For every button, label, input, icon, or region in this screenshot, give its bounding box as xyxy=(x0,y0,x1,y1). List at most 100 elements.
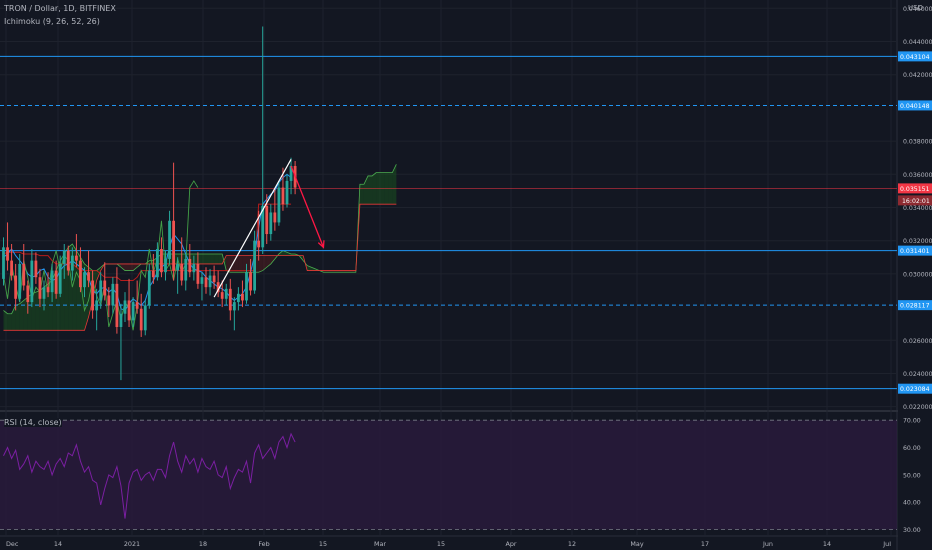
cloud-segment xyxy=(246,255,251,273)
time-tick-label: Feb xyxy=(258,540,269,548)
candle-body xyxy=(289,165,293,181)
level-price-tag: 0.031401 xyxy=(900,248,930,255)
cloud-segment xyxy=(7,313,12,331)
candle-body xyxy=(22,263,26,286)
price-tick-label: 0.046000 xyxy=(903,6,932,13)
candle-body xyxy=(79,260,82,288)
rsi-legend[interactable]: RSI (14, close) xyxy=(4,418,62,427)
candle-body xyxy=(220,292,224,299)
cloud-segment xyxy=(347,270,352,273)
drawings xyxy=(213,159,325,298)
candle-body xyxy=(18,263,22,299)
cloud-segment xyxy=(323,270,328,273)
candle-body xyxy=(131,302,135,321)
level-price-tag: 0.028117 xyxy=(900,303,930,310)
cloud-segment xyxy=(307,265,312,271)
level-price-tag: 0.040148 xyxy=(900,103,930,110)
cloud-segment xyxy=(331,270,336,273)
candle-body xyxy=(6,247,9,261)
cloud-segment xyxy=(368,175,373,205)
last-price-tag: 0.035151 xyxy=(900,186,930,193)
time-tick-label: May xyxy=(630,540,643,548)
candle-body xyxy=(237,293,240,303)
candle-body xyxy=(232,302,236,311)
candle-body xyxy=(241,293,244,301)
candle-body xyxy=(168,220,171,259)
price-tick-label: 0.030000 xyxy=(903,271,932,278)
rsi-tick-label: 40.00 xyxy=(903,500,921,507)
candle-body xyxy=(99,280,103,301)
candle-body xyxy=(38,277,42,299)
senkou-span-a xyxy=(3,164,397,315)
cloud-segment xyxy=(35,290,40,331)
cloud-segment xyxy=(359,184,364,205)
candle-body xyxy=(249,272,252,291)
candle-body xyxy=(245,272,248,301)
price-tick-label: 0.044000 xyxy=(903,39,932,46)
time-tick-label: Jul xyxy=(882,540,891,548)
cloud-segment xyxy=(262,255,267,271)
level-price-tag-bg xyxy=(898,51,932,62)
level-price-tag-bg xyxy=(898,245,932,256)
ichimoku-cloud xyxy=(3,164,397,331)
candle-body xyxy=(66,250,70,271)
kijun-sen xyxy=(3,203,292,282)
candle-body xyxy=(204,277,208,288)
price-axis[interactable]: 0.046000 0.044000 0.042000 0.038000 0.036000… xyxy=(898,0,932,550)
cloud-segment xyxy=(3,310,8,331)
candle-body xyxy=(135,302,139,309)
candle-body xyxy=(111,283,115,306)
price-tick-label: 0.022000 xyxy=(903,404,932,411)
level-price-tag: 0.023084 xyxy=(900,386,930,393)
candle-body xyxy=(261,205,265,248)
rsi-pane xyxy=(0,419,897,530)
candle-body xyxy=(115,283,119,328)
candle-body xyxy=(62,250,66,264)
candle-body xyxy=(216,282,220,293)
candle-body xyxy=(257,240,261,248)
candle-body xyxy=(70,255,74,271)
price-tick-label: 0.032000 xyxy=(903,238,932,245)
candle-body xyxy=(75,255,78,261)
candle-body xyxy=(184,258,188,281)
time-tick-label: 14 xyxy=(823,540,831,548)
candle-body xyxy=(123,300,127,314)
candle-body xyxy=(14,275,18,299)
time-tick-label: 15 xyxy=(437,540,445,548)
cloud-segment xyxy=(258,255,263,273)
price-tick-label: 0.024000 xyxy=(903,371,932,378)
cloud-segment xyxy=(327,270,332,273)
candle-body xyxy=(285,180,289,205)
cloud-segment xyxy=(282,250,287,256)
cloud-segment xyxy=(218,253,223,264)
candle-body xyxy=(10,260,13,276)
cloud-segment xyxy=(335,270,340,273)
candle-body xyxy=(143,305,147,331)
countdown-tag: 16:02:01 xyxy=(902,198,930,205)
candle-body xyxy=(277,187,281,223)
candle-body xyxy=(91,280,94,311)
cloud-segment xyxy=(15,303,20,331)
symbol-title[interactable]: TRON / Dollar, 1D, BITFINEX xyxy=(4,4,116,13)
candle-body xyxy=(147,270,151,306)
level-price-tag-bg xyxy=(898,383,932,394)
price-axis-bg xyxy=(898,0,932,550)
candle-body xyxy=(83,272,86,288)
candle-body xyxy=(269,212,273,235)
trendline xyxy=(213,159,292,298)
currency-label[interactable]: USD xyxy=(908,4,923,12)
ichimoku-legend[interactable]: Ichimoku (9, 26, 52, 26) xyxy=(4,17,100,26)
cloud-segment xyxy=(197,253,202,264)
time-axis[interactable]: Dec 14 2021 18 Feb 15 Mar 15 Apr 12 May 17 Jun 14 Jul xyxy=(6,540,891,548)
price-tick-label: 0.026000 xyxy=(903,338,932,345)
candle-body xyxy=(30,260,34,303)
candle-body xyxy=(107,295,111,306)
candle-body xyxy=(164,258,167,273)
cloud-segment xyxy=(19,300,24,331)
candle-body xyxy=(212,275,216,283)
cloud-segment xyxy=(226,255,231,273)
time-tick-label: Dec xyxy=(6,540,19,548)
candle-body xyxy=(87,272,90,281)
time-tick-label: 12 xyxy=(568,540,576,548)
time-tick-label: Apr xyxy=(505,540,516,548)
